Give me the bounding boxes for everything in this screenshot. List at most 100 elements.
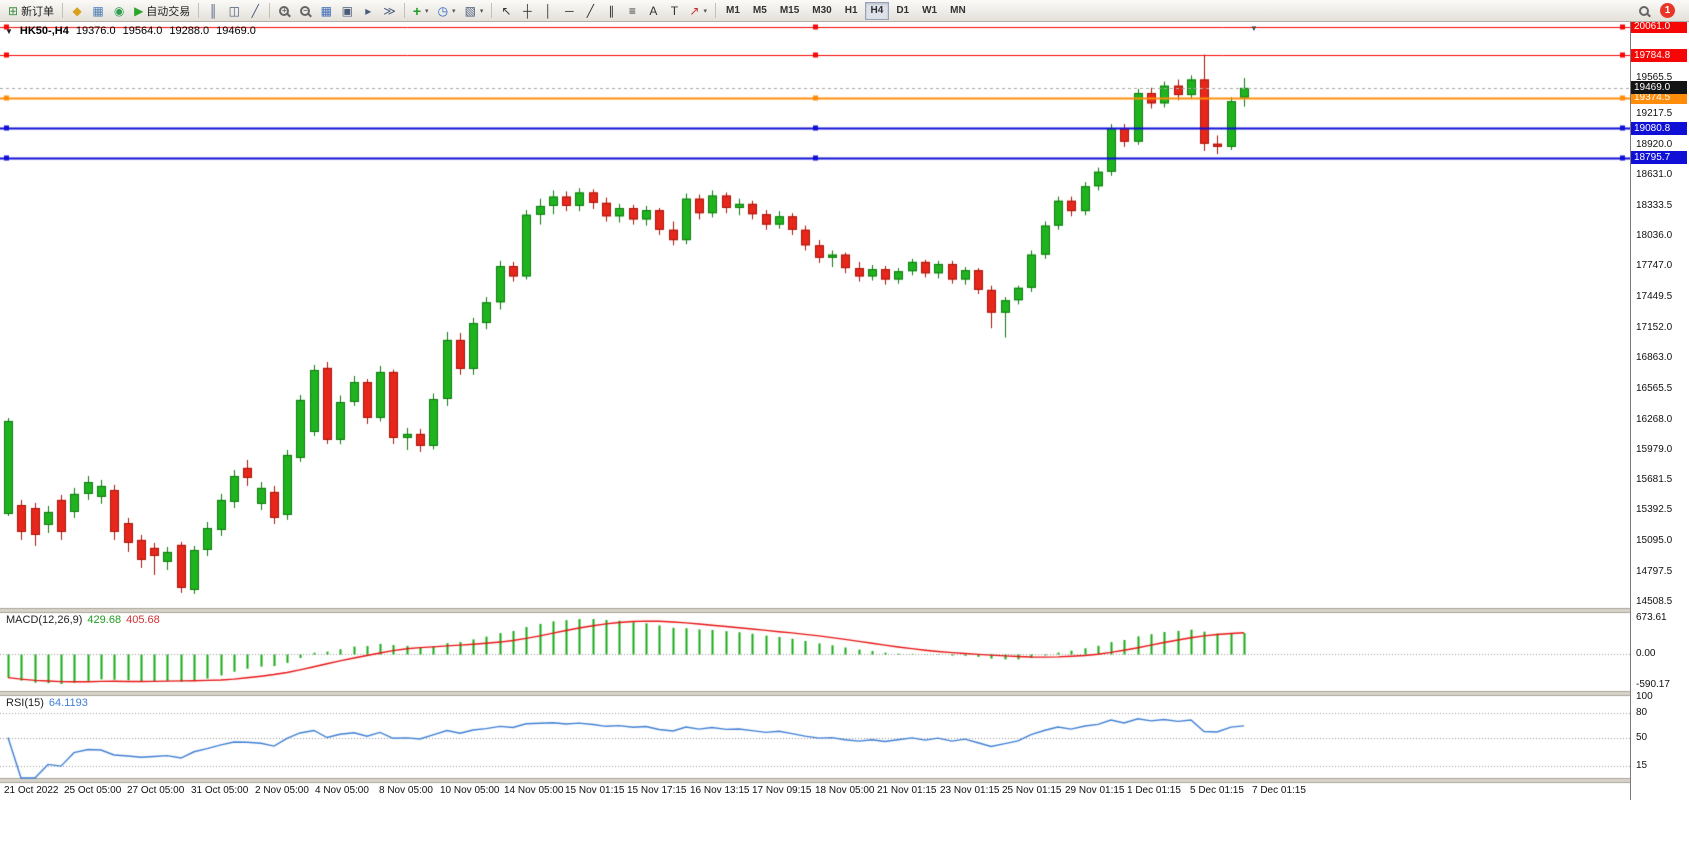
toolbar-separator: [269, 3, 271, 18]
bar-chart-button[interactable]: ║: [203, 1, 223, 21]
zoom-out-button[interactable]: −: [295, 1, 315, 21]
vertical-line-button[interactable]: │: [538, 1, 558, 21]
price-axis-label: 17152.0: [1636, 322, 1673, 333]
fibonacci-icon: ≡: [628, 3, 636, 18]
crosshair-button[interactable]: ┼: [517, 1, 537, 21]
grid-button[interactable]: ▦: [316, 1, 336, 21]
channel-icon: ∥: [608, 3, 615, 18]
timeframe-m1-button[interactable]: M1: [726, 5, 740, 16]
new-order-button[interactable]: ⊞ 新订单: [4, 1, 58, 21]
timeframe-h1-button[interactable]: H1: [844, 5, 858, 16]
periods-button[interactable]: ◷ ▾: [434, 1, 460, 21]
rsi-name: RSI(15): [6, 697, 44, 709]
search-icon: [1639, 5, 1649, 16]
rsi-axis-label: 80: [1636, 707, 1648, 719]
indicators-button[interactable]: + ▾: [409, 1, 433, 21]
rsi-label: RSI(15) 64.1193: [6, 697, 93, 709]
text-button[interactable]: A: [643, 1, 663, 21]
time-axis-label: 17 Nov 09:15: [752, 785, 812, 796]
timeframe-d1-button[interactable]: D1: [896, 5, 910, 16]
time-axis-label: 7 Dec 01:15: [1252, 785, 1306, 796]
navigator-icon: ◉: [113, 3, 125, 18]
time-axis-label: 18 Nov 05:00: [815, 785, 875, 796]
time-axis-label: 4 Nov 05:00: [315, 785, 369, 796]
price-axis-label: 18036.0: [1636, 230, 1673, 242]
time-axis-label: 14 Nov 05:00: [504, 785, 564, 796]
vline-icon: │: [544, 3, 553, 18]
autotrading-icon: ▶: [134, 3, 144, 18]
timeframe-m5-button[interactable]: M5: [752, 5, 767, 16]
dropdown-arrow-icon: ▾: [425, 7, 429, 15]
fibonacci-button[interactable]: ≡: [622, 1, 642, 21]
timeframe-m15-button[interactable]: M15: [779, 5, 800, 16]
trendline-icon: ╱: [586, 3, 595, 18]
arrows-button[interactable]: ↗ ▾: [685, 1, 711, 21]
timeframe-m30-button[interactable]: M30: [812, 5, 832, 16]
dropdown-arrow-icon: ▾: [703, 7, 707, 15]
price-axis-label: 18631.0: [1636, 168, 1673, 180]
zoom-in-icon: +: [279, 5, 290, 16]
search-button[interactable]: [1634, 1, 1654, 21]
hline-price-box: 18795.7: [1631, 151, 1687, 165]
price-axis-label: 16863.0: [1636, 351, 1673, 363]
chart-symbol-period: HK50-,H4: [19, 25, 69, 37]
price-axis-label: 15979.0: [1636, 443, 1673, 455]
candles-icon: ◫: [228, 3, 240, 18]
text-icon: A: [649, 3, 658, 18]
auto-scroll-button[interactable]: ≫: [379, 1, 400, 21]
rsi-axis-label: 100: [1636, 691, 1653, 702]
chart-menu-icon[interactable]: ▼: [5, 26, 13, 36]
chart-low-value: 19288.0: [169, 25, 210, 37]
hline-price-box: 19374.5: [1631, 91, 1687, 105]
time-axis-label: 15 Nov 17:15: [627, 785, 687, 796]
timeframe-h4-button[interactable]: H4: [864, 1, 890, 20]
price-axis-label: 15095.0: [1636, 535, 1673, 547]
data-window-button[interactable]: ▦: [88, 1, 108, 21]
market-watch-icon: ◆: [72, 3, 82, 18]
channel-button[interactable]: ∥: [601, 1, 621, 21]
label-icon: T: [670, 3, 679, 18]
rsi-panel[interactable]: [0, 696, 1630, 778]
macd-main-value: 429.68: [87, 614, 122, 626]
cursor-button[interactable]: ↖: [496, 1, 516, 21]
horizontal-line-button[interactable]: ─: [559, 1, 579, 21]
trendline-button[interactable]: ╱: [580, 1, 600, 21]
cursor-icon: ↖: [501, 3, 512, 18]
time-axis-label: 27 Oct 05:00: [127, 785, 185, 796]
shift-icon: ▸: [365, 3, 372, 18]
tile-windows-button[interactable]: ▣: [337, 1, 357, 21]
rsi-axis-label: 50: [1636, 731, 1648, 743]
price-axis-label: 18920.0: [1636, 138, 1673, 150]
zoom-in-button[interactable]: +: [274, 1, 294, 21]
templates-button[interactable]: ▧ ▾: [461, 1, 488, 21]
candlestick-chart-button[interactable]: ◫: [224, 1, 244, 21]
macd-name: MACD(12,26,9): [6, 614, 83, 626]
price-axis-label: 18333.5: [1636, 199, 1673, 211]
text-label-button[interactable]: T: [664, 1, 684, 21]
chart-shift-marker-icon[interactable]: ▼: [1250, 24, 1258, 33]
timeframe-w1-button[interactable]: W1: [922, 5, 938, 16]
notification-badge[interactable]: 1: [1660, 3, 1675, 18]
navigator-button[interactable]: ◉: [109, 1, 129, 21]
autotrading-button-label: 自动交易: [146, 5, 191, 18]
chart-canvas[interactable]: [0, 22, 1630, 800]
market-watch-button[interactable]: ◆: [67, 1, 87, 21]
time-axis-label: 5 Dec 01:15: [1190, 785, 1244, 796]
main-chart-panel[interactable]: [0, 22, 1630, 608]
price-axis-label: 15392.5: [1636, 504, 1673, 516]
time-axis-label: 21 Oct 2022: [4, 785, 59, 796]
time-axis-label: 29 Nov 01:15: [1065, 785, 1125, 796]
line-chart-button[interactable]: ╱: [245, 1, 265, 21]
bars-icon: ║: [209, 3, 218, 18]
data-window-icon: ▦: [92, 3, 104, 18]
timeframe-mn-button[interactable]: MN: [950, 5, 966, 16]
chart-shift-button[interactable]: ▸: [358, 1, 378, 21]
chart-open-value: 19376.0: [75, 25, 116, 37]
rsi-value: 64.1193: [48, 697, 88, 709]
clock-icon: ◷: [437, 3, 449, 18]
macd-panel[interactable]: [0, 613, 1630, 691]
price-axis-label: 14797.5: [1636, 565, 1673, 577]
autotrading-button[interactable]: ▶ 自动交易: [130, 1, 194, 21]
toolbar-separator: [198, 3, 200, 18]
